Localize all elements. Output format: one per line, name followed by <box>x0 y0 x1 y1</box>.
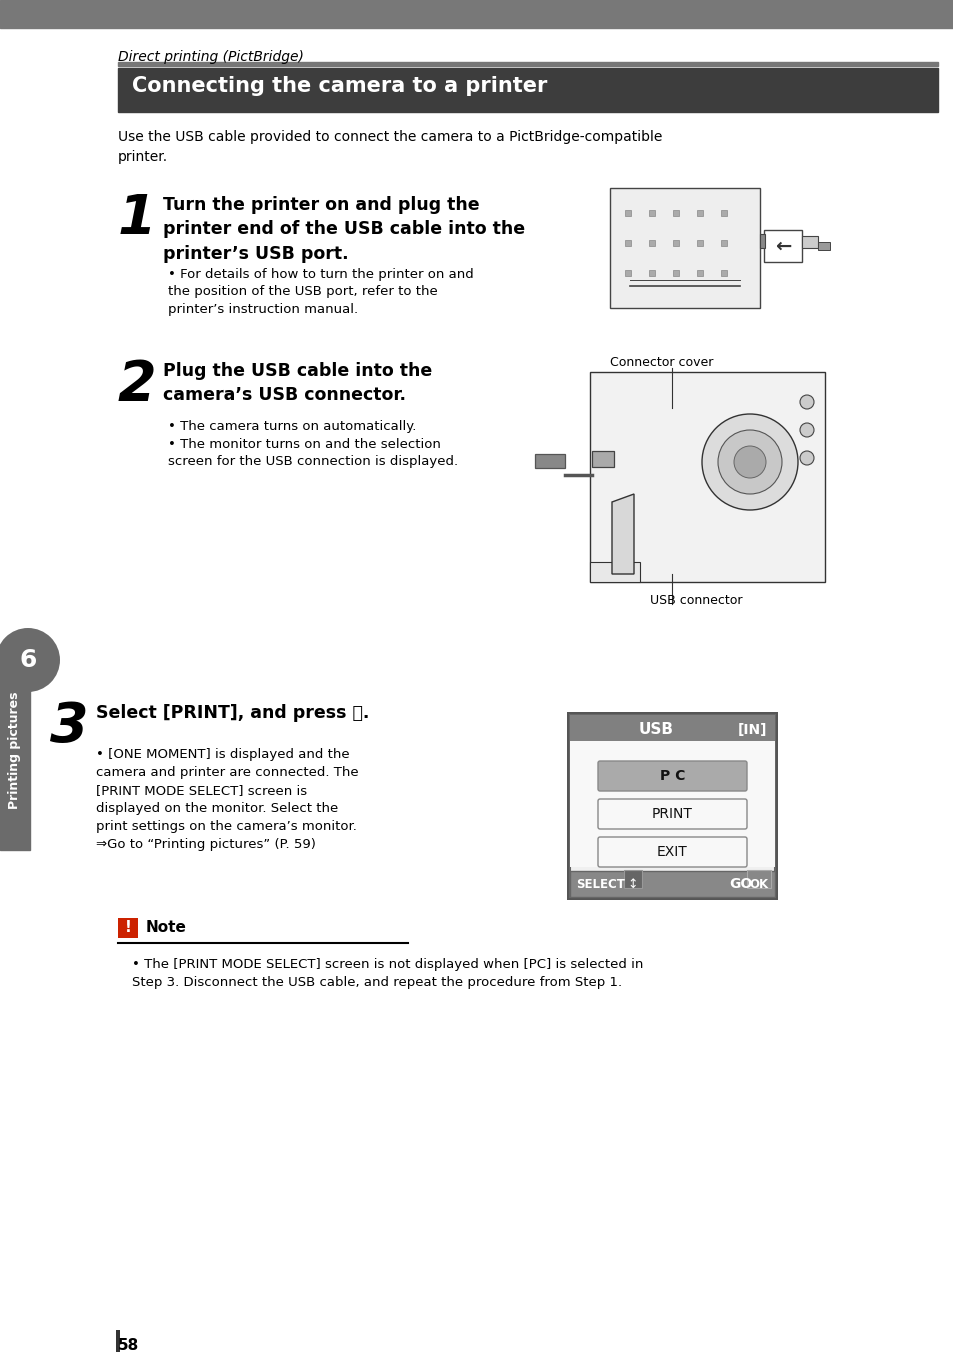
Bar <box>623 870 641 887</box>
Text: USB: USB <box>638 722 673 737</box>
Text: 1: 1 <box>118 191 156 246</box>
Bar <box>569 715 774 897</box>
FancyBboxPatch shape <box>598 799 746 829</box>
Text: • [ONE MOMENT] is displayed and the
camera and printer are connected. The
[PRINT: • [ONE MOMENT] is displayed and the came… <box>96 748 358 851</box>
Text: EXIT: EXIT <box>657 845 687 859</box>
Bar <box>569 871 774 897</box>
FancyBboxPatch shape <box>598 837 746 867</box>
Text: 2: 2 <box>118 358 156 413</box>
Circle shape <box>800 395 813 408</box>
Text: • The camera turns on automatically.: • The camera turns on automatically. <box>168 421 416 433</box>
Bar <box>609 189 760 308</box>
Circle shape <box>0 628 60 692</box>
Bar <box>801 236 817 248</box>
Text: OK: OK <box>749 878 768 890</box>
Text: !: ! <box>125 920 132 935</box>
Bar <box>535 455 564 468</box>
Bar <box>569 715 774 745</box>
Bar <box>116 1330 120 1352</box>
Text: Connecting the camera to a printer: Connecting the camera to a printer <box>132 76 547 96</box>
Bar <box>118 62 937 66</box>
Bar <box>589 562 639 582</box>
Text: USB connector: USB connector <box>649 594 741 607</box>
Bar <box>592 451 614 467</box>
Bar <box>118 917 138 938</box>
Bar <box>569 741 774 867</box>
FancyBboxPatch shape <box>598 761 746 791</box>
Text: Plug the USB cable into the
camera’s USB connector.: Plug the USB cable into the camera’s USB… <box>163 362 432 404</box>
Text: Use the USB cable provided to connect the camera to a PictBridge-compatible
prin: Use the USB cable provided to connect th… <box>118 130 661 163</box>
Text: SELECT: SELECT <box>576 878 624 890</box>
Bar <box>589 372 824 582</box>
Circle shape <box>701 414 797 510</box>
Bar <box>118 68 937 113</box>
Text: Direct printing (PictBridge): Direct printing (PictBridge) <box>118 50 304 64</box>
Bar <box>763 229 801 262</box>
Circle shape <box>718 430 781 494</box>
Text: ←: ← <box>774 236 790 255</box>
Text: Connector cover: Connector cover <box>609 356 713 369</box>
Text: • The [PRINT MODE SELECT] screen is not displayed when [PC] is selected in
Step : • The [PRINT MODE SELECT] screen is not … <box>132 958 642 989</box>
Circle shape <box>733 446 765 478</box>
Bar <box>817 242 829 250</box>
Text: Select [PRINT], and press Ⓞ.: Select [PRINT], and press Ⓞ. <box>96 704 369 722</box>
Bar <box>566 712 778 900</box>
Text: 3: 3 <box>50 700 89 754</box>
Text: [IN]: [IN] <box>737 723 766 737</box>
Bar <box>0 650 30 849</box>
Text: • The monitor turns on and the selection
screen for the USB connection is displa: • The monitor turns on and the selection… <box>168 438 457 468</box>
Text: GO: GO <box>728 877 752 892</box>
Polygon shape <box>612 494 634 574</box>
Text: 58: 58 <box>118 1338 139 1353</box>
Text: 6: 6 <box>19 649 36 672</box>
Text: Note: Note <box>146 920 187 935</box>
Text: Printing pictures: Printing pictures <box>9 691 22 809</box>
Bar <box>760 233 764 248</box>
Text: ↕: ↕ <box>627 878 638 890</box>
Text: P C: P C <box>659 769 684 783</box>
Bar <box>0 0 953 28</box>
Text: Turn the printer on and plug the
printer end of the USB cable into the
printer’s: Turn the printer on and plug the printer… <box>163 195 524 263</box>
Text: PRINT: PRINT <box>652 807 692 821</box>
Circle shape <box>800 451 813 465</box>
Text: • For details of how to turn the printer on and
the position of the USB port, re: • For details of how to turn the printer… <box>168 267 474 316</box>
Circle shape <box>800 423 813 437</box>
Bar <box>746 870 770 887</box>
